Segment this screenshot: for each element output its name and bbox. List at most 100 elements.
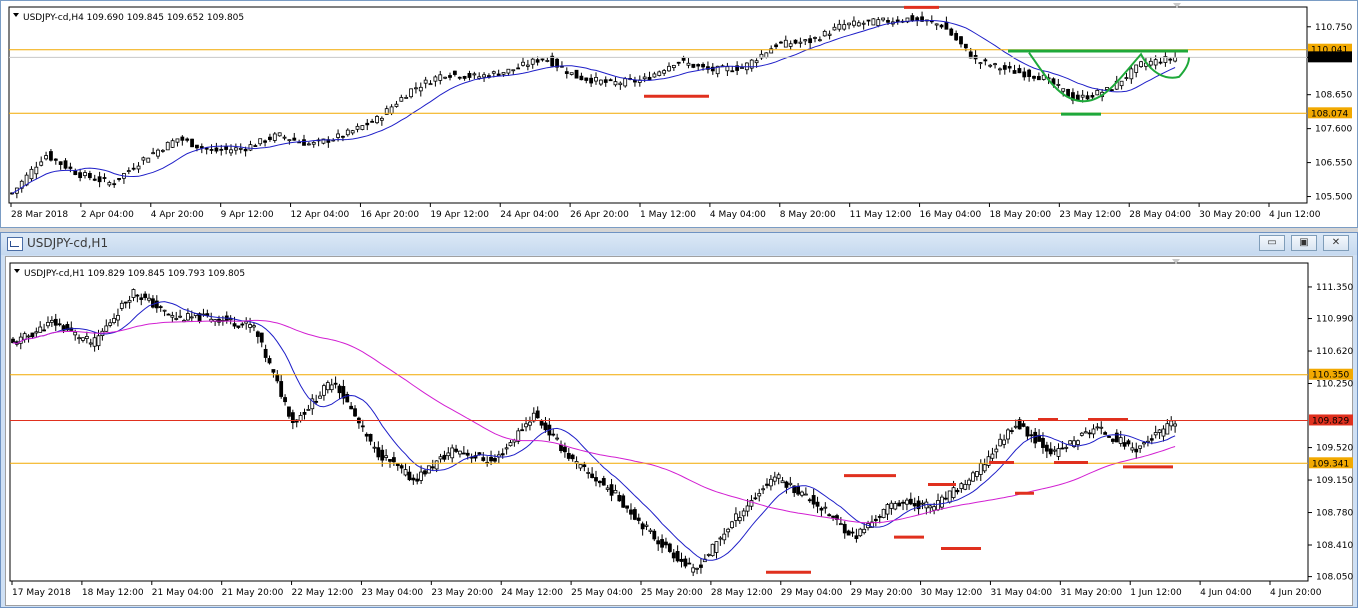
candle [990, 453, 995, 459]
candle [769, 478, 773, 487]
h1-chart-area[interactable]: USDJPY-cd,H1 109.829 109.845 109.793 109… [5, 256, 1353, 606]
price-label: 110.990 [1316, 315, 1353, 325]
candle [1095, 426, 1100, 429]
moving-average-1 [11, 19, 1176, 194]
candle [1119, 80, 1124, 87]
restore-button[interactable]: ▣ [1291, 235, 1317, 251]
candle [143, 293, 148, 298]
candle [1103, 432, 1108, 435]
price-tag-label: 109.341 [1312, 459, 1349, 469]
candle [1161, 428, 1166, 437]
candle [803, 493, 808, 496]
candle [178, 315, 183, 318]
candle [409, 88, 413, 98]
candle [564, 71, 569, 74]
candle [870, 521, 874, 528]
shift-marker-icon [1173, 3, 1181, 8]
time-label: 12 Apr 04:00 [291, 210, 350, 220]
time-label: 8 May 20:00 [780, 210, 836, 220]
candle [535, 410, 540, 419]
candle [279, 381, 284, 397]
candle [496, 73, 501, 76]
candle [1068, 440, 1073, 445]
candle [185, 138, 190, 141]
candle [275, 374, 280, 382]
candle [679, 558, 684, 562]
h4-chart[interactable]: USDJPY-cd,H4 109.690 109.845 109.652 109… [1, 1, 1358, 229]
candle [886, 19, 890, 23]
candle [44, 155, 48, 160]
candle [349, 405, 354, 410]
time-label: 31 May 04:00 [990, 588, 1052, 598]
candle [1173, 57, 1178, 62]
candle [652, 73, 657, 78]
candle [625, 505, 629, 509]
candle [477, 452, 482, 455]
candle [92, 337, 97, 347]
candle [39, 161, 44, 166]
candle [1017, 419, 1022, 430]
time-label: 1 Jun 12:00 [1130, 588, 1182, 598]
candle [687, 562, 692, 565]
candle [939, 24, 944, 28]
candle [757, 493, 762, 497]
candle [531, 412, 536, 422]
candle [706, 554, 711, 556]
candle [443, 76, 448, 79]
candle [1105, 87, 1109, 91]
candle [569, 72, 574, 75]
time-label: 1 May 12:00 [640, 210, 696, 220]
candle [61, 325, 66, 331]
candle [932, 506, 937, 511]
h1-chart-window[interactable]: USDJPY-cd,H1 ▭ ▣ ✕ USDJPY-cd,H1 109.829 … [0, 232, 1358, 608]
time-label: 18 May 12:00 [82, 588, 144, 598]
candle [175, 138, 180, 143]
candle [1032, 75, 1036, 79]
candle [831, 515, 835, 518]
candle [112, 317, 116, 323]
h1-window-titlebar[interactable]: USDJPY-cd,H1 ▭ ▣ ✕ [1, 233, 1357, 255]
candle [971, 472, 975, 482]
candle [1002, 439, 1006, 445]
candle [407, 471, 412, 481]
candle [1165, 423, 1170, 435]
price-tag [1308, 51, 1352, 63]
candle [248, 144, 253, 151]
candle [823, 506, 828, 509]
candle [42, 329, 46, 332]
candle [472, 73, 477, 76]
candle [1033, 431, 1038, 444]
candle [1080, 94, 1085, 98]
price-label: 106.550 [1315, 159, 1352, 169]
candle [411, 477, 416, 481]
candle [1041, 437, 1045, 448]
candle [104, 325, 109, 332]
candle [982, 464, 987, 472]
close-button[interactable]: ✕ [1323, 235, 1349, 251]
price-label: 108.050 [1316, 573, 1353, 583]
candle [540, 58, 545, 61]
candle [1041, 74, 1046, 80]
candle [457, 76, 462, 79]
candle [1114, 432, 1119, 443]
price-label: 107.600 [1315, 125, 1352, 135]
candle [893, 503, 898, 510]
candle [404, 97, 409, 99]
minimize-button[interactable]: ▭ [1259, 235, 1285, 251]
candle [696, 64, 701, 67]
candle [774, 44, 778, 48]
candle [170, 315, 175, 318]
candle [123, 301, 128, 304]
h4-chart-window[interactable]: USDJPY-cd,H4 109.690 109.845 109.652 109… [0, 0, 1358, 228]
candle [582, 464, 587, 468]
candle [675, 551, 680, 562]
candle [452, 70, 457, 75]
h1-chart[interactable]: USDJPY-cd,H1 109.829 109.845 109.793 109… [6, 257, 1354, 607]
candle [272, 133, 277, 141]
candle [341, 135, 345, 138]
candle [535, 59, 540, 63]
candle [353, 408, 357, 417]
candle [819, 507, 824, 511]
candle [1017, 68, 1022, 74]
candle [81, 337, 85, 341]
